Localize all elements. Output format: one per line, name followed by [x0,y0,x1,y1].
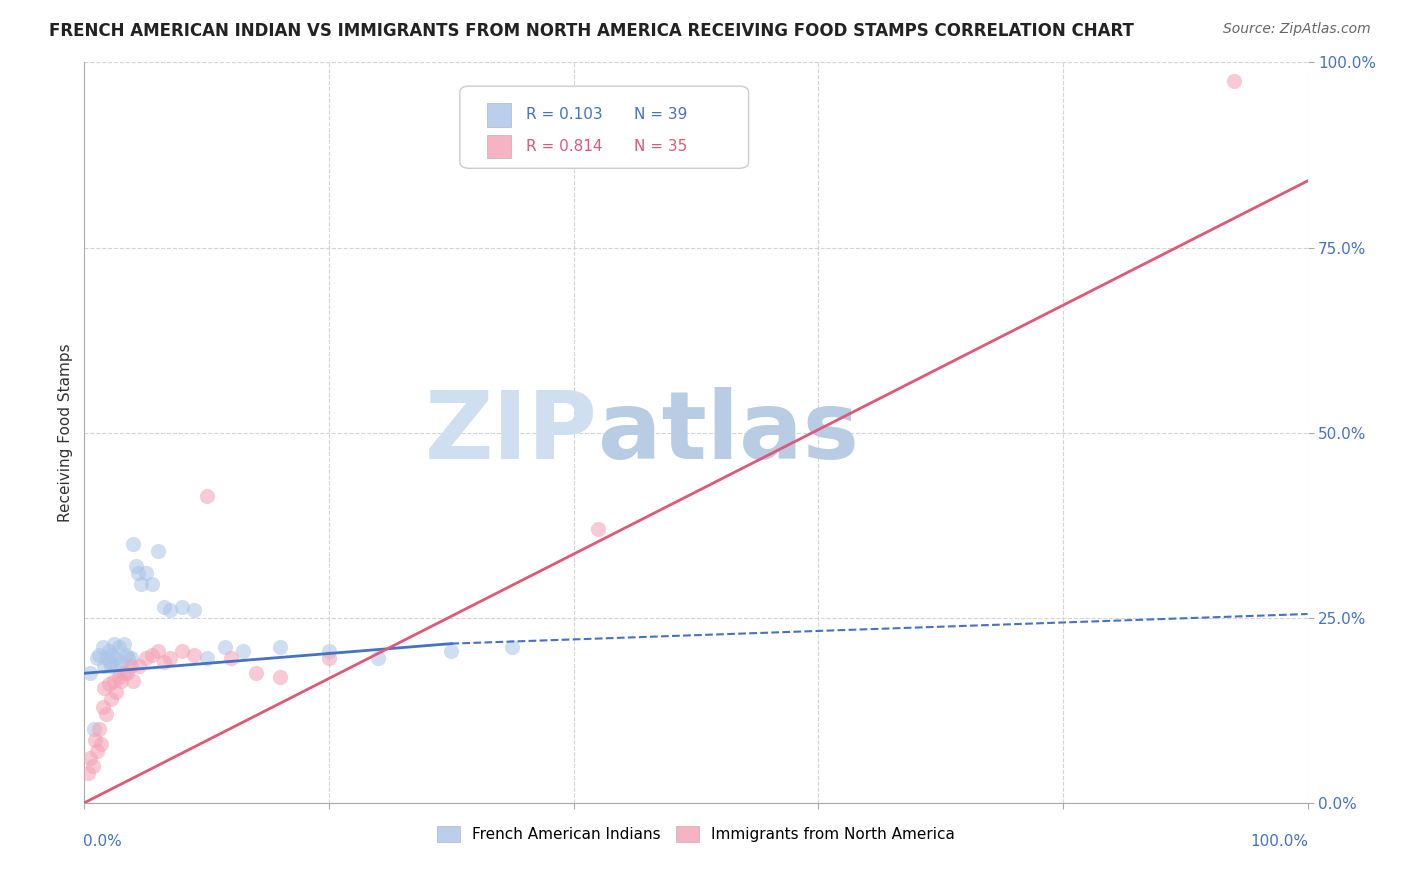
Point [105,685,128,699]
Point [214,640,236,655]
Point [141,648,163,662]
Point [232,644,254,658]
Point [103,673,125,688]
Point [117,651,139,665]
Point [245,666,267,681]
Point [135,651,157,665]
Point [93,681,115,695]
Point [97,644,120,658]
Point [440,644,463,658]
Text: R = 0.814: R = 0.814 [526,139,602,154]
Point [318,644,340,658]
Point [79,666,101,681]
Point [79,751,101,765]
Point [84,732,107,747]
Point [153,599,176,614]
Point [97,677,120,691]
Point [100,658,122,673]
Point [87,722,110,736]
Point [103,637,125,651]
Point [122,673,145,688]
Point [101,648,124,662]
Point [115,648,138,662]
Point [135,566,157,581]
Point [115,666,138,681]
Point [91,640,114,655]
Point [120,651,142,665]
Point [172,644,194,658]
Point [195,651,218,665]
Point [159,651,181,665]
Point [586,522,609,536]
Point [269,670,291,684]
Point [153,655,176,669]
Point [110,655,132,669]
Point [146,544,169,558]
FancyBboxPatch shape [460,87,748,169]
Point [77,766,100,780]
Point [367,651,389,665]
Point [112,666,135,681]
Point [90,737,112,751]
Text: atlas: atlas [598,386,859,479]
Point [146,644,169,658]
Point [96,651,118,665]
Y-axis label: Receiving Food Stamps: Receiving Food Stamps [58,343,73,522]
Point [172,599,194,614]
Text: 0.0%: 0.0% [83,834,122,849]
Point [127,566,149,581]
Text: Source: ZipAtlas.com: Source: ZipAtlas.com [1223,22,1371,37]
Point [105,658,128,673]
Point [183,648,205,662]
Point [120,658,142,673]
Text: FRENCH AMERICAN INDIAN VS IMMIGRANTS FROM NORTH AMERICA RECEIVING FOOD STAMPS CO: FRENCH AMERICAN INDIAN VS IMMIGRANTS FRO… [49,22,1135,40]
Text: N = 39: N = 39 [634,107,688,122]
Point [1223,74,1246,88]
Bar [486,103,512,127]
Text: ZIP: ZIP [425,386,598,479]
Point [183,603,205,617]
Point [87,648,110,662]
Point [195,489,218,503]
Point [129,577,152,591]
Point [104,651,127,665]
Legend: French American Indians, Immigrants from North America: French American Indians, Immigrants from… [430,821,962,848]
Point [128,658,150,673]
Point [93,658,115,673]
Point [82,758,104,772]
Bar [486,135,512,159]
Point [110,673,132,688]
Point [318,651,340,665]
Point [86,651,108,665]
Point [122,536,145,550]
Point [219,651,242,665]
Text: 100.0%: 100.0% [1251,834,1309,849]
Point [107,670,129,684]
Text: R = 0.103: R = 0.103 [526,107,603,122]
Text: N = 35: N = 35 [634,139,688,154]
Point [96,706,118,721]
Point [269,640,291,655]
Point [83,722,105,736]
Point [107,640,129,655]
Point [100,692,122,706]
Point [112,637,135,651]
Point [98,655,121,669]
Point [502,640,524,655]
Point [86,744,108,758]
Point [141,577,163,591]
Point [159,603,181,617]
Point [125,558,148,573]
Point [91,699,114,714]
